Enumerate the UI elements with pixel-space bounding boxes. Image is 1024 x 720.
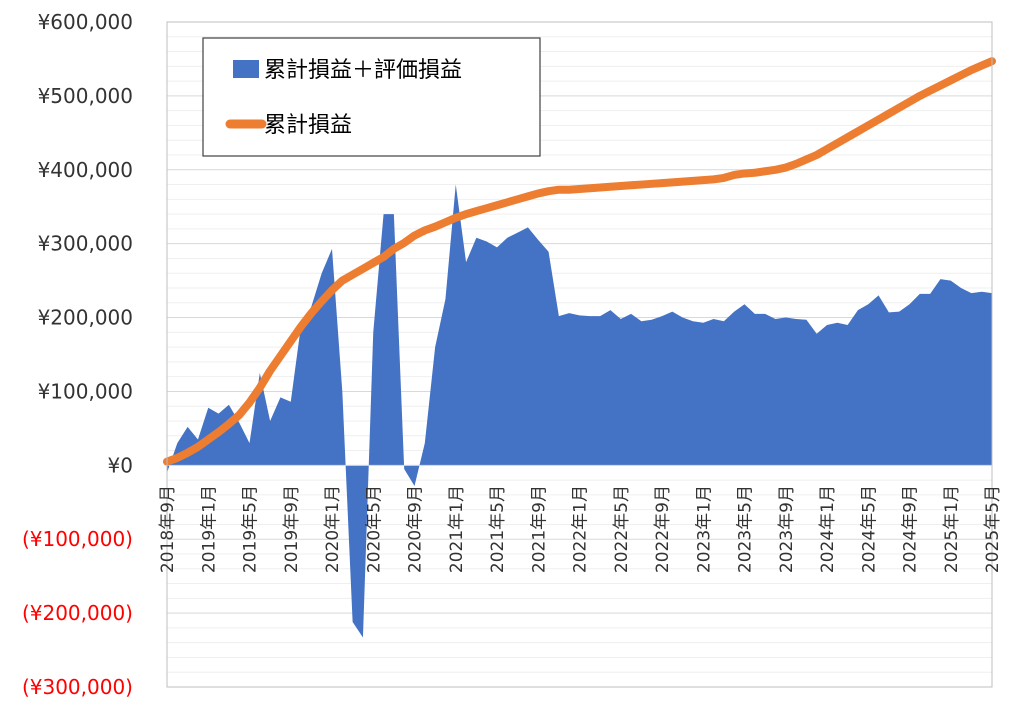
- x-tick-label: 2025年1月: [942, 485, 962, 573]
- legend-label-area: 累計損益＋評価損益: [264, 58, 462, 83]
- x-tick-label: 2020年9月: [406, 485, 426, 573]
- y-tick-label: ¥400,000: [38, 158, 133, 182]
- x-tick-label: 2019年9月: [282, 485, 302, 573]
- x-tick-label: 2022年5月: [612, 485, 632, 573]
- x-axis-tick-labels: 2018年9月 2019年1月 2019年5月 2019年9月 2020年1月 2020年…: [158, 485, 1003, 573]
- x-tick-label: 2021年1月: [447, 485, 467, 573]
- x-tick-label: 2022年9月: [653, 485, 673, 573]
- area-series-cumulative-plus-unrealized: [167, 184, 992, 638]
- x-tick-label: 2019年5月: [241, 485, 261, 573]
- line-series-cumulative: [163, 57, 996, 466]
- x-tick-label: 2020年1月: [323, 485, 343, 573]
- x-tick-label: 2024年5月: [859, 485, 879, 573]
- x-tick-label: 2024年9月: [901, 485, 921, 573]
- y-tick-label: (¥300,000): [22, 675, 133, 699]
- legend: 累計損益＋評価損益 累計損益: [202, 37, 541, 157]
- y-axis-tick-labels: ¥600,000 ¥500,000 ¥400,000 ¥300,000 ¥200,000…: [22, 10, 133, 699]
- y-tick-label: ¥500,000: [38, 84, 133, 108]
- x-tick-label: 2019年1月: [199, 485, 219, 573]
- y-tick-label: (¥200,000): [22, 601, 133, 625]
- line-series-layer: [163, 57, 996, 466]
- plot-area-border: [166, 21, 993, 688]
- y-tick-label: ¥0: [108, 453, 133, 477]
- y-tick-label: ¥300,000: [38, 232, 133, 256]
- x-tick-label: 2024年1月: [818, 485, 838, 573]
- y-tick-label: ¥100,000: [38, 379, 133, 403]
- legend-swatch-area: [233, 60, 259, 78]
- x-tick-label: 2023年9月: [777, 485, 797, 573]
- x-tick-label: 2025年5月: [983, 485, 1003, 573]
- x-tick-label: 2018年9月: [158, 485, 178, 573]
- area-series-layer: [167, 184, 992, 638]
- legend-label-line: 累計損益: [264, 113, 352, 138]
- x-tick-label: 2023年5月: [736, 485, 756, 573]
- y-tick-label: ¥600,000: [38, 10, 133, 34]
- x-tick-label: 2022年1月: [571, 485, 591, 573]
- y-tick-label: (¥100,000): [22, 527, 133, 551]
- x-tick-label: 2020年5月: [364, 485, 384, 573]
- x-tick-label: 2021年9月: [529, 485, 549, 573]
- y-tick-label: ¥200,000: [38, 306, 133, 330]
- x-tick-label: 2021年5月: [488, 485, 508, 573]
- legend-box: [202, 37, 541, 157]
- x-tick-label: 2023年1月: [694, 485, 714, 573]
